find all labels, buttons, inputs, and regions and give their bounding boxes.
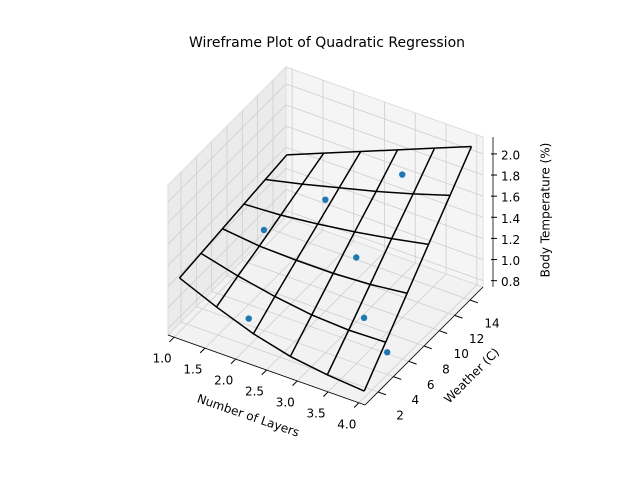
scatter-point <box>353 254 360 261</box>
wire-line <box>243 203 429 246</box>
wire-line <box>200 252 386 343</box>
x-tick-label: 1.0 <box>153 352 172 366</box>
grid-line <box>285 168 484 239</box>
wire-line <box>289 149 399 357</box>
z-axis-label: Body Temperature (%) <box>539 143 553 278</box>
y-tick <box>423 345 433 350</box>
x-tick <box>169 336 175 343</box>
y-tick-label: 14 <box>484 317 499 331</box>
y-tick <box>454 314 463 319</box>
grid-line <box>272 229 471 301</box>
grid-line <box>167 146 287 266</box>
y-tick-label: 2 <box>396 408 404 422</box>
wire-line <box>286 145 472 156</box>
y-tick <box>393 376 402 380</box>
grid-line <box>167 189 287 308</box>
x-tick-label: 3.5 <box>307 406 326 420</box>
wire-line <box>326 147 436 376</box>
scatter-point <box>399 171 406 178</box>
grid-line <box>167 168 287 287</box>
scatter-point <box>322 196 329 203</box>
x-tick <box>199 347 206 354</box>
y-tick-label: 12 <box>469 332 484 346</box>
x-tick <box>230 358 237 365</box>
z-tick-label: 1.0 <box>501 254 520 268</box>
z-tick-label: 1.6 <box>501 191 520 205</box>
grid-line <box>167 125 287 245</box>
scatter-point <box>360 314 368 322</box>
y-tick-label: 6 <box>427 378 435 392</box>
x-tick <box>322 391 329 397</box>
y-axis-label: Weather (C) <box>441 345 502 406</box>
grid-line <box>285 189 484 260</box>
scatter-point <box>383 349 391 356</box>
grid-line <box>180 321 379 393</box>
axis-line <box>167 334 366 406</box>
grid-line <box>285 125 484 197</box>
x-tick-label: 4.0 <box>337 417 356 431</box>
z-tick-label: 1.4 <box>501 212 520 226</box>
grid-line <box>285 83 484 155</box>
axis-line <box>364 286 484 406</box>
grid-line <box>242 260 440 332</box>
x-tick <box>353 402 360 408</box>
wire-line <box>215 152 325 308</box>
grid-line <box>211 290 409 362</box>
y-tick <box>377 391 387 396</box>
x-tick-label: 2.0 <box>214 374 233 388</box>
y-tick <box>408 360 417 365</box>
z-tick-label: 2.0 <box>501 148 520 162</box>
x-tick-label: 1.5 <box>183 363 202 377</box>
z-tick-label: 1.8 <box>501 170 520 184</box>
scatter-point <box>260 226 268 234</box>
grid-line <box>167 104 287 224</box>
grid-line <box>285 104 484 176</box>
y-tick-label: 4 <box>412 393 420 407</box>
grid-line <box>196 306 394 378</box>
wire-line <box>252 151 362 335</box>
grid-line <box>167 83 287 203</box>
y-tick <box>439 330 448 334</box>
x-tick-label: 2.5 <box>245 385 264 399</box>
wire-line <box>178 154 288 279</box>
z-tick-label: 1.2 <box>501 233 520 247</box>
x-tick <box>261 369 267 376</box>
wire-line <box>363 146 473 392</box>
wire-line <box>222 228 408 295</box>
y-tick <box>469 299 479 304</box>
z-tick-label: 0.8 <box>501 275 520 289</box>
y-tick-label: 8 <box>442 363 450 377</box>
wire-line <box>179 277 365 392</box>
x-tick <box>292 380 298 387</box>
x-tick-label: 3.0 <box>276 395 295 409</box>
chart-title: Wireframe Plot of Quadratic Regression <box>189 35 465 51</box>
y-tick-label: 10 <box>454 347 469 361</box>
wire-line <box>265 178 451 197</box>
scatter-point <box>245 315 252 322</box>
